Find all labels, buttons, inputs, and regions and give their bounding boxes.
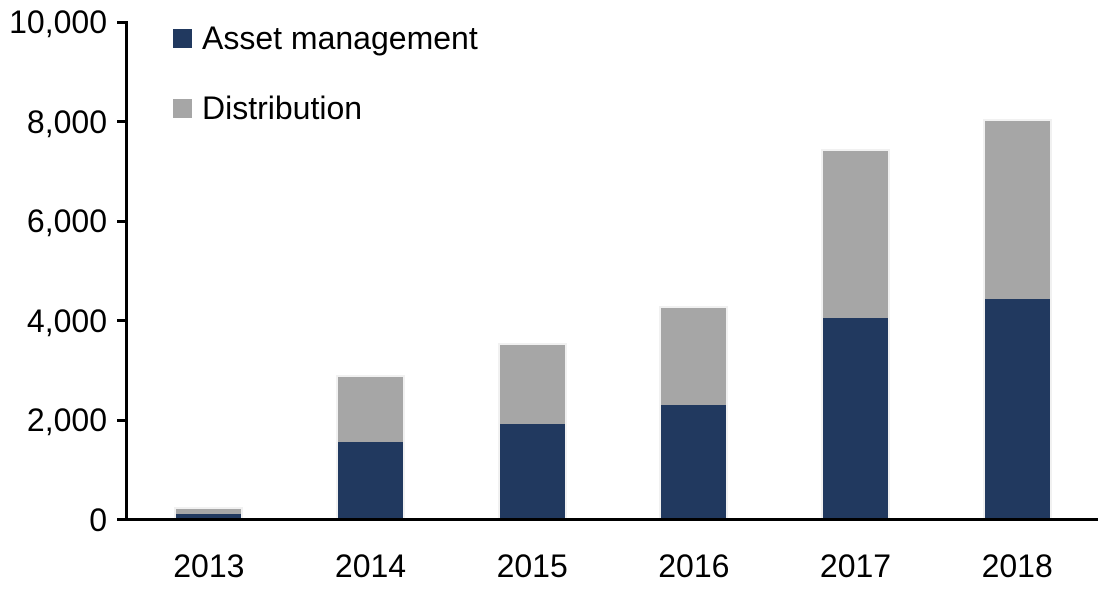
y-tick-mark bbox=[117, 20, 128, 24]
y-tick-mark bbox=[117, 219, 128, 223]
legend-swatch-distribution-icon bbox=[173, 98, 192, 118]
bar-segment-asset-management-2014 bbox=[338, 441, 403, 519]
bar-2013 bbox=[174, 507, 244, 521]
y-tick-label: 10,000 bbox=[9, 4, 107, 40]
legend-item-distribution: Distribution bbox=[173, 90, 478, 126]
x-tick-label-2013: 2013 bbox=[173, 548, 245, 584]
bar-segment-distribution-2016 bbox=[661, 307, 727, 405]
x-tick-label-2014: 2014 bbox=[334, 548, 407, 584]
y-tick-mark bbox=[117, 319, 128, 322]
y-tick-label: 2,000 bbox=[26, 402, 107, 438]
y-tick-label: 4,000 bbox=[26, 302, 107, 339]
bar-segment-asset-management-2013 bbox=[176, 514, 242, 519]
chart-legend: Asset management Distribution bbox=[173, 20, 478, 126]
x-tick-label-2017: 2017 bbox=[819, 548, 892, 584]
bar-segment-distribution-2018 bbox=[984, 121, 1050, 299]
y-tick-label: 6,000 bbox=[26, 203, 107, 239]
legend-item-asset-management: Asset management bbox=[173, 20, 478, 56]
legend-swatch-asset-management-icon bbox=[173, 28, 192, 48]
bar-segment-distribution-2014 bbox=[338, 377, 403, 442]
bar-segment-asset-management-2016 bbox=[661, 404, 727, 519]
bar-2015 bbox=[497, 342, 567, 522]
legend-label-distribution: Distribution bbox=[202, 89, 363, 126]
bar-segment-distribution-2013 bbox=[176, 509, 242, 515]
bar-2014 bbox=[336, 375, 405, 521]
y-tick-mark bbox=[117, 120, 128, 123]
bar-2017 bbox=[821, 148, 890, 522]
bar-segment-asset-management-2015 bbox=[499, 424, 565, 519]
x-tick-label-2015: 2015 bbox=[496, 548, 568, 584]
x-axis-line bbox=[117, 518, 1098, 521]
y-axis-line bbox=[125, 22, 128, 521]
x-tick-label-2016: 2016 bbox=[658, 548, 730, 584]
x-tick-label-2018: 2018 bbox=[981, 548, 1053, 584]
bar-segment-asset-management-2017 bbox=[823, 317, 888, 519]
bar-2016 bbox=[659, 305, 729, 522]
legend-label-asset-management: Asset management bbox=[202, 19, 478, 56]
y-tick-label: 8,000 bbox=[26, 103, 107, 140]
y-tick-mark bbox=[117, 418, 128, 422]
y-tick-label: 0 bbox=[89, 501, 107, 538]
bar-segment-distribution-2015 bbox=[499, 344, 565, 425]
bar-segment-asset-management-2018 bbox=[984, 298, 1050, 519]
bar-segment-distribution-2017 bbox=[823, 150, 888, 318]
bar-2018 bbox=[982, 119, 1052, 521]
